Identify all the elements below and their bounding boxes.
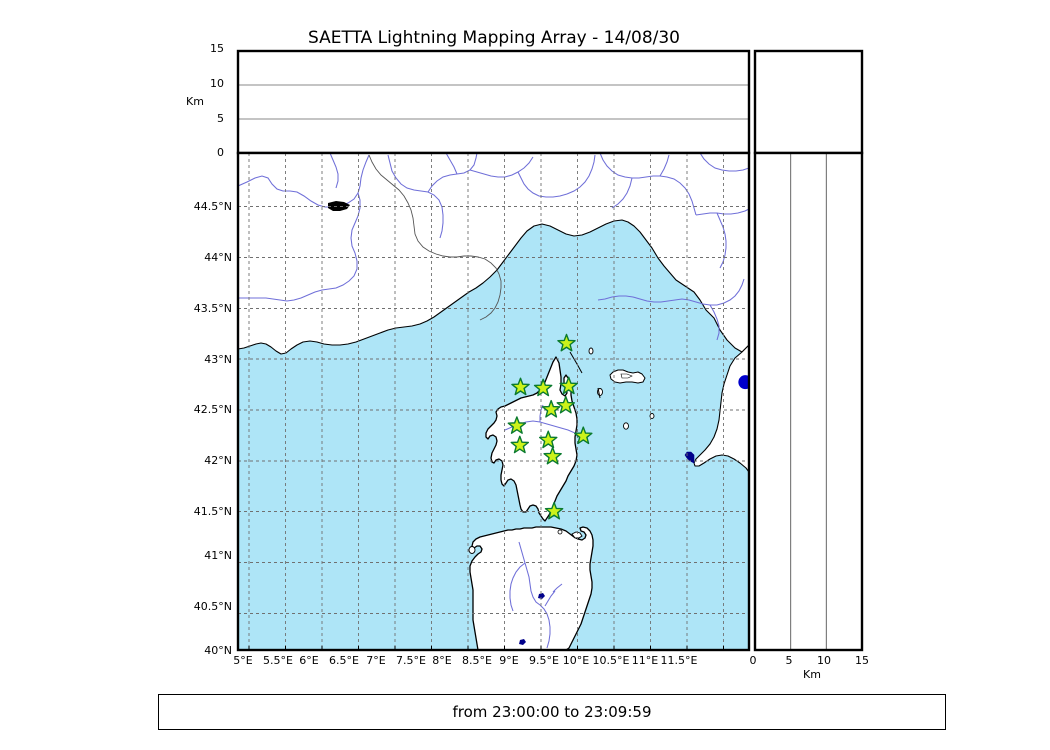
- source-markers: [738, 375, 749, 390]
- status-text: from 23:00:00 to 23:09:59: [452, 703, 652, 721]
- lma-station-marker: [544, 501, 564, 520]
- tick-lon-10.5: 10.5°E: [592, 654, 630, 667]
- tick-lat-42.5: 42.5°N: [193, 403, 232, 416]
- rivers: [238, 153, 749, 341]
- tick-marks: [248, 646, 724, 650]
- lma-station-marker: [541, 399, 561, 418]
- tick-range-5: 5: [785, 654, 793, 667]
- tick-lat-40: 40°N: [204, 644, 232, 657]
- lma-station-marker: [543, 446, 562, 465]
- lake-marker: [328, 201, 350, 211]
- map-gridlines: [238, 153, 749, 650]
- panel-top-right: [753, 49, 864, 155]
- lma-station-marker: [557, 333, 576, 352]
- lma-station-marker: [556, 395, 576, 414]
- page-title: SAETTA Lightning Mapping Array - 14/08/3…: [308, 28, 680, 48]
- sardinia-rivers: [509, 541, 563, 649]
- tick-lat-41: 41°N: [204, 549, 232, 562]
- tick-lon-11.5: 11.5°E: [660, 654, 698, 667]
- lma-station-marker: [538, 430, 558, 449]
- tick-lon-8.5: 8.5°E: [462, 654, 492, 667]
- tick-lon-5.5: 5.5°E: [263, 654, 293, 667]
- status-bar: from 23:00:00 to 23:09:59: [158, 694, 946, 730]
- lma-station-marker: [574, 426, 593, 445]
- panel-top-left: [236, 49, 751, 155]
- tick-lon-7.5: 7.5°E: [396, 654, 426, 667]
- tick-alt-0: 0: [217, 146, 224, 159]
- tick-lon-6.5: 6.5°E: [329, 654, 359, 667]
- tick-lat-43: 43°N: [204, 353, 232, 366]
- tick-lon-11: 11°E: [631, 654, 659, 667]
- tick-lon-8: 8°E: [432, 654, 452, 667]
- island-corsica: [485, 356, 578, 522]
- islets: [588, 347, 655, 430]
- lma-station-marker: [533, 378, 553, 397]
- tick-lat-43.5: 43.5°N: [193, 302, 232, 315]
- tick-alt-15: 15: [210, 42, 224, 55]
- lma-station-marker: [511, 377, 530, 396]
- tick-lon-5: 5°E: [233, 654, 253, 667]
- tick-lat-44: 44°N: [204, 251, 232, 264]
- panel-main-map: [236, 151, 751, 652]
- lma-station-marker: [507, 416, 527, 434]
- tick-alt-5: 5: [217, 112, 224, 125]
- tick-lon-9: 9°E: [499, 654, 519, 667]
- country-borders: [368, 154, 502, 321]
- tick-lat-40.5: 40.5°N: [193, 600, 232, 613]
- station-markers: [507, 333, 593, 520]
- lma-station-marker: [559, 376, 578, 395]
- tick-lon-10: 10°E: [562, 654, 590, 667]
- tick-lat-42: 42°N: [204, 454, 232, 467]
- tick-range-0: 0: [749, 654, 757, 667]
- tick-lat-44.5: 44.5°N: [193, 200, 232, 213]
- tick-lon-9.5: 9.5°E: [529, 654, 559, 667]
- islets-capraia: [569, 351, 601, 399]
- tick-lon-7: 7°E: [366, 654, 386, 667]
- right-gridlines: [790, 153, 827, 650]
- tick-range-10: 10: [817, 654, 831, 667]
- top-left-gridlines: [238, 84, 749, 120]
- tick-alt-10: 10: [210, 77, 224, 90]
- tick-lon-6: 6°E: [299, 654, 319, 667]
- lma-station-marker: [510, 435, 530, 454]
- axis-label-km-horizontal: Km: [803, 668, 821, 681]
- panel-right: [753, 151, 864, 652]
- axis-label-km-vertical: Km: [186, 95, 204, 108]
- tick-range-15: 15: [855, 654, 869, 667]
- island-sardinia: [468, 526, 594, 650]
- lightning-source-marker: [738, 375, 749, 390]
- tick-lat-41.5: 41.5°N: [193, 505, 232, 518]
